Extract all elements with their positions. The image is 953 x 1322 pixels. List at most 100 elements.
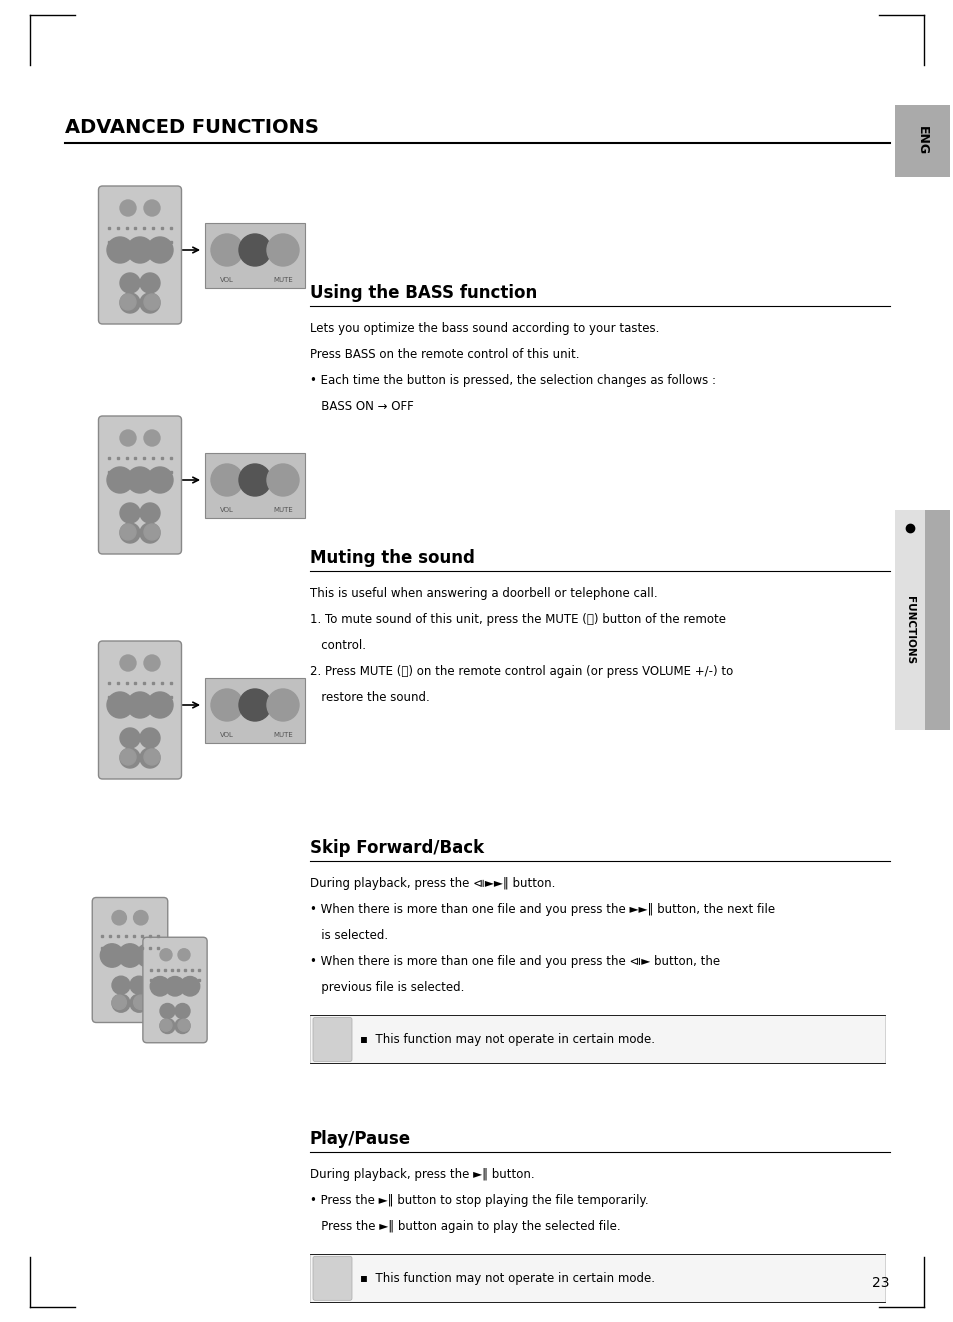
- Circle shape: [147, 691, 172, 718]
- Circle shape: [267, 464, 298, 496]
- Bar: [924, 510, 949, 730]
- Circle shape: [107, 237, 132, 263]
- Circle shape: [174, 1003, 190, 1018]
- Circle shape: [160, 949, 172, 961]
- Text: Play/Pause: Play/Pause: [310, 1130, 411, 1149]
- Text: 1. To mute sound of this unit, press the MUTE (🔇) button of the remote: 1. To mute sound of this unit, press the…: [310, 612, 725, 625]
- Circle shape: [112, 994, 130, 1013]
- Circle shape: [180, 977, 199, 995]
- Text: previous file is selected.: previous file is selected.: [310, 981, 464, 994]
- Text: VOL: VOL: [220, 278, 233, 283]
- FancyBboxPatch shape: [313, 1018, 352, 1062]
- Circle shape: [107, 467, 132, 493]
- Text: ADVANCED FUNCTIONS: ADVANCED FUNCTIONS: [65, 118, 318, 137]
- Circle shape: [160, 1003, 174, 1018]
- Circle shape: [112, 911, 126, 925]
- Circle shape: [150, 977, 170, 995]
- Circle shape: [120, 748, 140, 768]
- Circle shape: [120, 654, 136, 672]
- Circle shape: [120, 200, 136, 215]
- Circle shape: [112, 995, 126, 1010]
- Circle shape: [127, 237, 152, 263]
- Circle shape: [120, 293, 136, 309]
- Text: ▪  This function may not operate in certain mode.: ▪ This function may not operate in certa…: [359, 1272, 655, 1285]
- Text: Press BASS on the remote control of this unit.: Press BASS on the remote control of this…: [310, 348, 578, 361]
- Circle shape: [160, 1019, 172, 1031]
- Circle shape: [147, 237, 172, 263]
- Text: Muting the sound: Muting the sound: [310, 549, 475, 567]
- Circle shape: [211, 234, 243, 266]
- Circle shape: [144, 430, 160, 446]
- Circle shape: [120, 293, 140, 313]
- Text: 23: 23: [872, 1276, 889, 1290]
- Circle shape: [120, 524, 136, 539]
- Text: Press the ►‖ button again to play the selected file.: Press the ►‖ button again to play the se…: [310, 1220, 620, 1233]
- Circle shape: [178, 949, 190, 961]
- Bar: [894, 510, 924, 730]
- Circle shape: [120, 524, 140, 543]
- Circle shape: [140, 274, 160, 293]
- Text: During playback, press the ►‖ button.: During playback, press the ►‖ button.: [310, 1169, 534, 1182]
- Bar: [205, 452, 305, 517]
- Bar: [205, 222, 305, 287]
- Circle shape: [112, 976, 130, 994]
- Circle shape: [127, 467, 152, 493]
- Text: VOL: VOL: [220, 508, 233, 513]
- Circle shape: [118, 944, 142, 968]
- Text: is selected.: is selected.: [310, 929, 388, 943]
- Circle shape: [165, 977, 185, 995]
- Text: • When there is more than one file and you press the ►►‖ button, the next file: • When there is more than one file and y…: [310, 903, 774, 916]
- Text: MUTE: MUTE: [273, 278, 293, 283]
- Circle shape: [100, 944, 124, 968]
- Text: 2. Press MUTE (🔇) on the remote control again (or press VOLUME +/-) to: 2. Press MUTE (🔇) on the remote control …: [310, 665, 733, 678]
- Circle shape: [239, 234, 271, 266]
- Text: FUNCTIONS: FUNCTIONS: [904, 596, 915, 664]
- Circle shape: [140, 293, 160, 313]
- Circle shape: [120, 502, 140, 524]
- Circle shape: [120, 750, 136, 765]
- FancyBboxPatch shape: [98, 186, 181, 324]
- Circle shape: [127, 691, 152, 718]
- FancyBboxPatch shape: [143, 937, 207, 1043]
- Circle shape: [140, 524, 160, 543]
- Circle shape: [136, 944, 159, 968]
- Bar: [894, 104, 949, 177]
- Circle shape: [178, 1019, 190, 1031]
- Circle shape: [144, 654, 160, 672]
- Text: restore the sound.: restore the sound.: [310, 690, 429, 703]
- Circle shape: [144, 750, 160, 765]
- Text: MUTE: MUTE: [273, 732, 293, 738]
- Text: VOL: VOL: [220, 732, 233, 738]
- Circle shape: [267, 689, 298, 720]
- Circle shape: [211, 464, 243, 496]
- Circle shape: [144, 293, 160, 309]
- Circle shape: [120, 274, 140, 293]
- Circle shape: [239, 689, 271, 720]
- Circle shape: [130, 976, 148, 994]
- Circle shape: [130, 994, 148, 1013]
- Text: • When there is more than one file and you press the ⧏► button, the: • When there is more than one file and y…: [310, 956, 720, 969]
- Circle shape: [120, 430, 136, 446]
- Text: ENG: ENG: [915, 127, 928, 156]
- Circle shape: [267, 234, 298, 266]
- Circle shape: [239, 464, 271, 496]
- Text: MUTE: MUTE: [273, 508, 293, 513]
- Text: BASS ON → OFF: BASS ON → OFF: [310, 401, 414, 414]
- Circle shape: [211, 689, 243, 720]
- FancyBboxPatch shape: [313, 1256, 352, 1301]
- Text: control.: control.: [310, 639, 366, 652]
- Text: Skip Forward/Back: Skip Forward/Back: [310, 839, 483, 858]
- Text: This is useful when answering a doorbell or telephone call.: This is useful when answering a doorbell…: [310, 587, 657, 600]
- FancyBboxPatch shape: [98, 416, 181, 554]
- Bar: [205, 677, 305, 743]
- Text: ▪  This function may not operate in certain mode.: ▪ This function may not operate in certa…: [359, 1032, 655, 1046]
- Circle shape: [147, 467, 172, 493]
- Circle shape: [133, 911, 148, 925]
- Text: During playback, press the ⧏►►‖ button.: During playback, press the ⧏►►‖ button.: [310, 878, 555, 891]
- Circle shape: [140, 748, 160, 768]
- Circle shape: [144, 200, 160, 215]
- Circle shape: [140, 502, 160, 524]
- Circle shape: [140, 728, 160, 748]
- Text: Using the BASS function: Using the BASS function: [310, 284, 537, 303]
- Circle shape: [120, 728, 140, 748]
